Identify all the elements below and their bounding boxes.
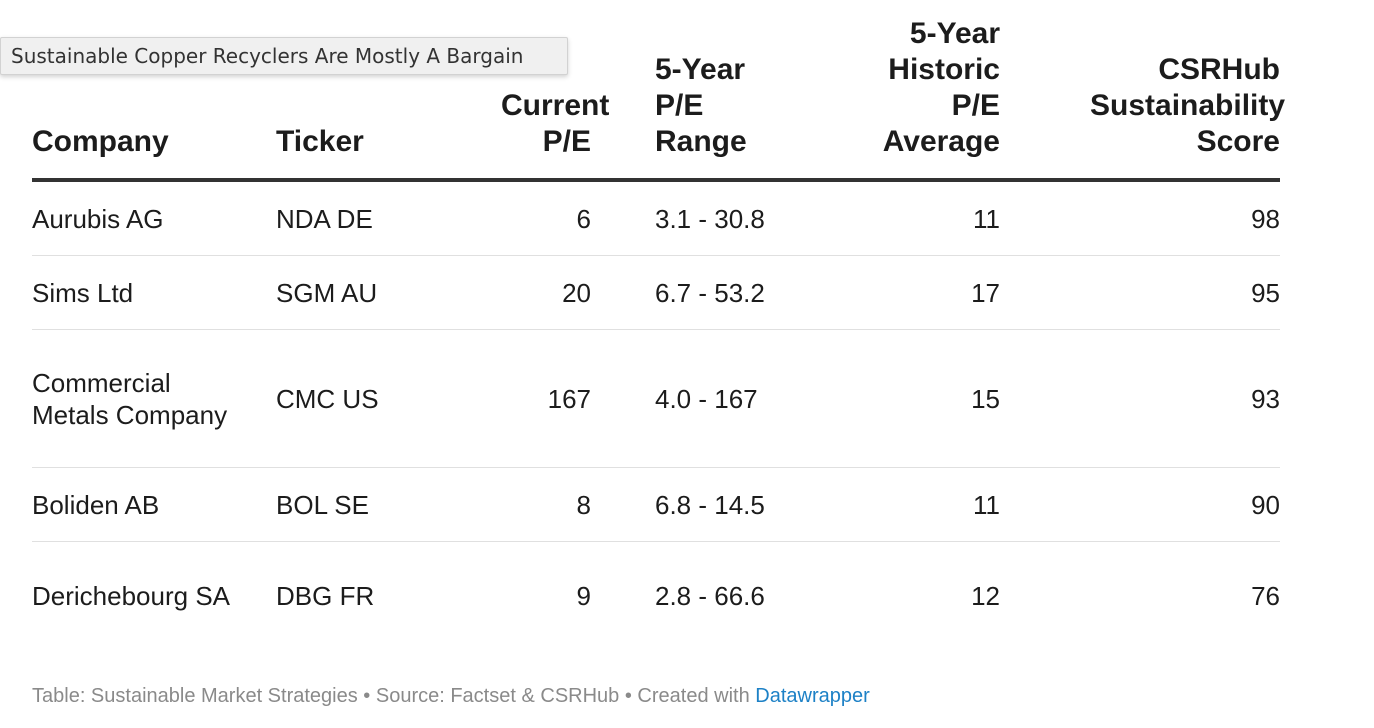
cell-company: Boliden AB	[32, 467, 276, 542]
cell-sustainability-score: 76	[1251, 580, 1280, 611]
cell-range: 2.8 - 66.6	[655, 580, 765, 611]
cell-range: 6.7 - 53.2	[591, 255, 819, 330]
tooltip: Sustainable Copper Recyclers Are Mostly …	[0, 37, 568, 75]
cell-current-pe: 20	[431, 255, 591, 330]
table-footer: Table: Sustainable Market Strategies • S…	[32, 683, 870, 709]
cell-ticker: CMC US	[276, 329, 431, 468]
datawrapper-link[interactable]: Datawrapper	[755, 685, 870, 707]
cell-current-pe: 6	[431, 180, 591, 256]
cell-current-pe: 9	[576, 580, 591, 611]
cell-historic-average: 12	[971, 580, 1000, 611]
column-header-historic-average[interactable]: 5-Year Historic P/E Average	[819, 16, 1000, 182]
table-row: Derichebourg SA DBG FR 9 2.8 - 66.6 12 7…	[32, 542, 1280, 650]
table-row: Boliden AB BOL SE 8 6.8 - 14.5 11 90	[32, 467, 1280, 542]
table-header-row: Company Ticker Current P/E 5-Year P/E Ra…	[32, 16, 1285, 182]
footer-separator: •	[619, 685, 638, 707]
cell-company: Sims Ltd	[32, 255, 276, 330]
cell-current-pe: 8	[431, 467, 591, 542]
cell-sustainability-score: 98	[1000, 180, 1280, 256]
cell-company: Aurubis AG	[32, 180, 276, 256]
cell-range: 3.1 - 30.8	[591, 180, 819, 256]
data-table: Company Ticker Current P/E 5-Year P/E Ra…	[32, 16, 1285, 650]
tooltip-text: Sustainable Copper Recyclers Are Mostly …	[11, 44, 524, 68]
cell-range: 6.8 - 14.5	[591, 467, 819, 542]
footer-created-with: Created with	[637, 685, 756, 707]
footer-table-credit: Table: Sustainable Market Strategies	[32, 685, 358, 707]
cell-historic-average: 17	[819, 255, 1000, 330]
cell-company: Commercial Metals Company	[32, 329, 276, 468]
cell-current-pe: 167	[431, 329, 591, 468]
cell-sustainability-score: 95	[1000, 255, 1280, 330]
cell-historic-average: 11	[819, 180, 1000, 256]
cell-sustainability-score: 93	[1000, 329, 1280, 468]
cell-historic-average: 15	[819, 329, 1000, 468]
cell-ticker: BOL SE	[276, 467, 431, 542]
cell-range: 4.0 - 167	[591, 329, 819, 468]
cell-sustainability-score: 90	[1000, 467, 1280, 542]
cell-company: Derichebourg SA	[32, 580, 230, 611]
column-header-range[interactable]: 5-Year P/E Range	[591, 16, 819, 182]
table-row: Commercial Metals Company CMC US 167 4.0…	[32, 329, 1280, 468]
column-header-sustainability-score[interactable]: CSRHub Sustainability Score	[1000, 16, 1285, 182]
footer-source: Source: Factset & CSRHub	[375, 685, 620, 707]
table-row: Sims Ltd SGM AU 20 6.7 - 53.2 17 95	[32, 255, 1280, 330]
cell-ticker: SGM AU	[276, 255, 431, 330]
table-row: Aurubis AG NDA DE 6 3.1 - 30.8 11 98	[32, 180, 1280, 256]
cell-historic-average: 11	[819, 467, 1000, 542]
cell-ticker: NDA DE	[276, 180, 431, 256]
footer-separator: •	[357, 685, 376, 707]
cell-ticker: DBG FR	[276, 580, 375, 611]
